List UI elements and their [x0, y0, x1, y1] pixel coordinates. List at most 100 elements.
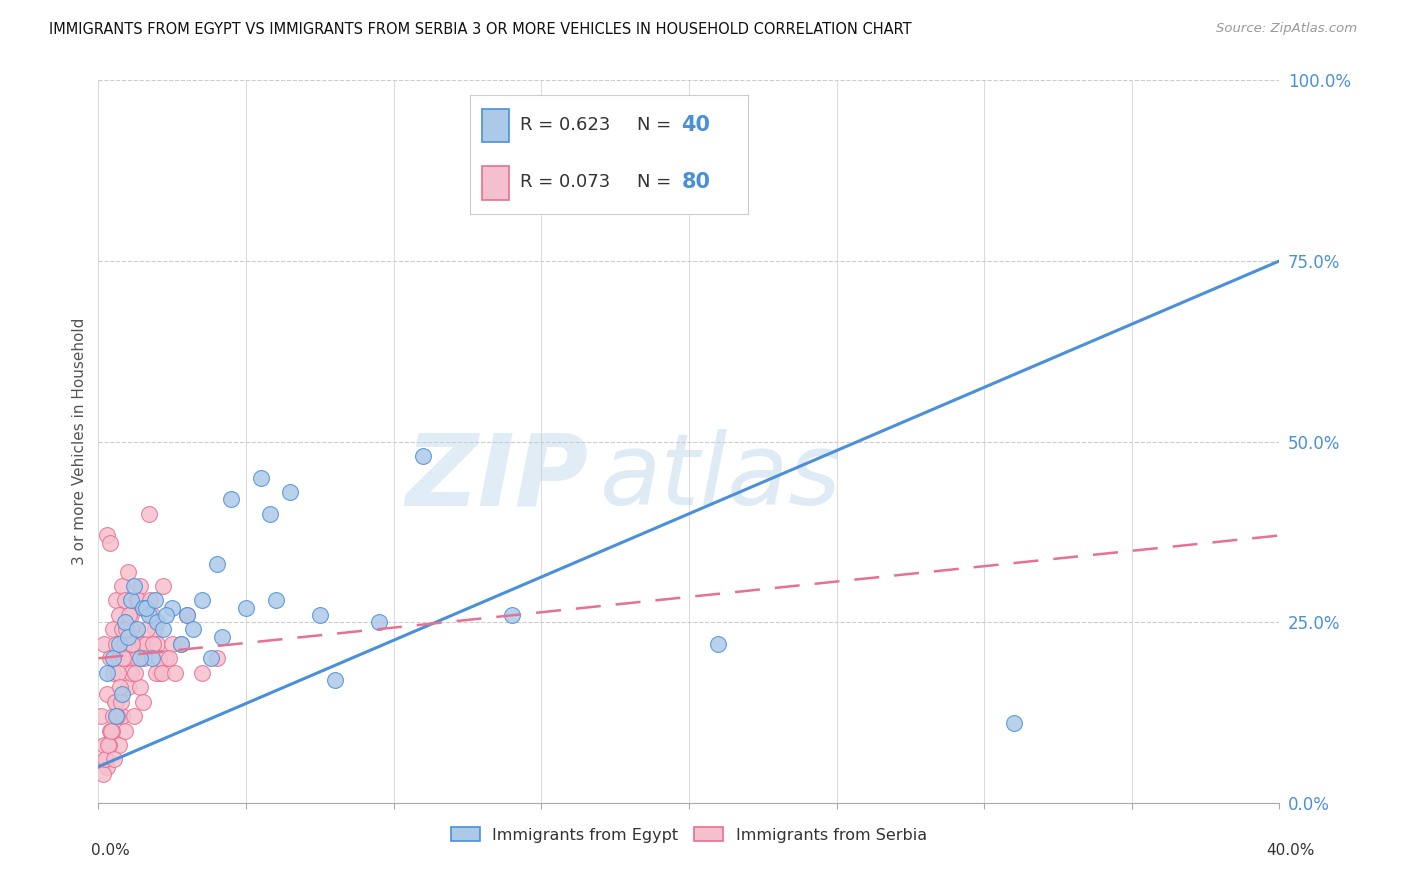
Point — [98, 651, 121, 665]
Point — [103, 651, 125, 665]
Point — [1002, 716, 1025, 731]
Text: Source: ZipAtlas.com: Source: ZipAtlas.com — [1216, 22, 1357, 36]
Point — [96, 665, 118, 680]
Point — [120, 593, 142, 607]
Point — [221, 492, 243, 507]
Point — [162, 600, 183, 615]
Point — [707, 637, 730, 651]
Point — [110, 695, 132, 709]
Point — [138, 607, 160, 622]
Point — [205, 558, 228, 572]
Point — [103, 752, 125, 766]
Point — [118, 607, 141, 622]
Point — [115, 623, 138, 637]
Point — [100, 723, 122, 738]
Point — [104, 695, 127, 709]
Point — [105, 709, 128, 723]
Point — [105, 695, 128, 709]
Point — [412, 449, 434, 463]
Point — [250, 471, 273, 485]
Point — [170, 637, 193, 651]
Point — [125, 623, 148, 637]
Text: IMMIGRANTS FROM EGYPT VS IMMIGRANTS FROM SERBIA 3 OR MORE VEHICLES IN HOUSEHOLD : IMMIGRANTS FROM EGYPT VS IMMIGRANTS FROM… — [49, 22, 912, 37]
Point — [200, 651, 222, 665]
Point — [93, 637, 115, 651]
Point — [146, 615, 169, 630]
Point — [108, 637, 131, 651]
Point — [138, 507, 160, 521]
Point — [114, 723, 136, 738]
Point — [125, 651, 148, 665]
Point — [108, 607, 131, 622]
Point — [150, 665, 173, 680]
Point — [91, 767, 114, 781]
Point — [103, 709, 125, 723]
Point — [114, 615, 136, 630]
Point — [111, 623, 134, 637]
Point — [120, 623, 142, 637]
Point — [108, 651, 131, 665]
Point — [90, 709, 112, 723]
Point — [143, 623, 166, 637]
Legend: Immigrants from Egypt, Immigrants from Serbia: Immigrants from Egypt, Immigrants from S… — [444, 821, 934, 849]
Point — [280, 485, 302, 500]
Point — [111, 579, 134, 593]
Point — [108, 738, 131, 752]
Point — [128, 651, 150, 665]
Point — [111, 687, 134, 701]
Point — [96, 760, 118, 774]
Point — [132, 637, 155, 651]
Point — [128, 680, 150, 694]
Point — [162, 637, 183, 651]
Point — [176, 607, 198, 622]
Point — [149, 665, 172, 680]
Point — [125, 593, 148, 607]
Point — [105, 709, 128, 723]
Point — [141, 651, 163, 665]
Point — [96, 528, 118, 542]
Point — [152, 579, 174, 593]
Point — [108, 680, 131, 694]
Point — [94, 752, 117, 766]
Point — [93, 738, 115, 752]
Point — [128, 579, 150, 593]
Point — [105, 593, 128, 607]
Point — [259, 507, 281, 521]
Point — [191, 665, 214, 680]
Point — [111, 709, 134, 723]
Point — [94, 752, 117, 766]
Point — [157, 651, 180, 665]
Point — [146, 637, 169, 651]
Point — [148, 651, 170, 665]
Text: atlas: atlas — [600, 429, 842, 526]
Point — [100, 723, 122, 738]
Point — [111, 651, 134, 665]
Point — [134, 651, 156, 665]
Point — [323, 673, 346, 687]
Point — [96, 687, 118, 701]
Point — [97, 738, 120, 752]
Point — [124, 665, 146, 680]
Point — [309, 607, 332, 622]
Point — [97, 738, 120, 752]
Point — [155, 607, 177, 622]
Text: ZIP: ZIP — [405, 429, 589, 526]
Point — [139, 593, 162, 607]
Point — [152, 623, 174, 637]
Text: 40.0%: 40.0% — [1267, 843, 1315, 858]
Point — [98, 723, 121, 738]
Point — [145, 665, 167, 680]
Point — [181, 623, 204, 637]
Point — [264, 593, 287, 607]
Point — [117, 630, 139, 644]
Point — [155, 651, 177, 665]
Point — [142, 637, 165, 651]
Point — [114, 651, 136, 665]
Point — [191, 593, 214, 607]
Point — [122, 637, 145, 651]
Point — [112, 637, 135, 651]
Point — [165, 665, 187, 680]
Y-axis label: 3 or more Vehicles in Household: 3 or more Vehicles in Household — [72, 318, 87, 566]
Point — [136, 623, 159, 637]
Point — [501, 607, 523, 622]
